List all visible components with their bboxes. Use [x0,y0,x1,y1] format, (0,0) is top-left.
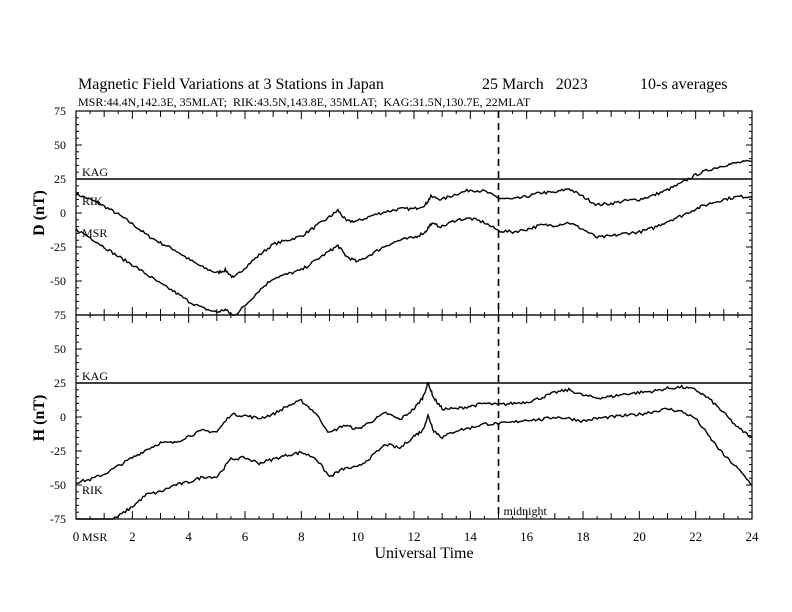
x-axis-label: Universal Time [374,545,473,562]
top-series-label-kag: KAG [82,165,108,179]
bottom-ytick-label: -75 [50,512,66,526]
bottom-ytick-label: 25 [54,376,66,390]
xtick-label: 12 [408,529,421,544]
bottom-ytick-label: -50 [50,478,66,492]
top-ylabel: D (nT) [31,190,48,236]
top-ytick-label: -25 [50,240,66,254]
d-component-panel: -50 -25 0 25 50 75 KAG RIK MSR [50,104,753,316]
xtick-label: 14 [464,529,478,544]
bottom-series-msr [76,407,753,520]
xtick-label: 22 [689,529,702,544]
bottom-ylabel: H (nT) [31,395,48,442]
bottom-ytick-label: 0 [60,410,66,424]
top-ytick-label: 50 [54,138,66,152]
xtick-label: 10 [351,529,364,544]
top-series-label-rik: RIK [82,194,103,208]
bottom-series-label-rik: RIK [82,483,103,497]
top-ytick-label: -50 [50,274,66,288]
top-ytick-label: 25 [54,172,66,186]
bottom-series-rik [75,381,753,485]
xtick-label: 16 [520,529,534,544]
chart-title: Magnetic Field Variations at 3 Stations … [78,76,384,93]
bottom-ytick-label: -25 [50,444,66,458]
top-ytick-label: 75 [54,104,66,118]
top-ytick-label: 0 [60,206,66,220]
bottom-series-label-kag: KAG [82,369,108,383]
chart-date: 25 March 2023 [482,76,588,93]
top-series-label-msr: MSR [82,226,107,240]
top-panel-frame [75,110,753,316]
xtick-label: 6 [242,529,249,544]
stations-info: MSR:44.4N,142.3E, 35MLAT; RIK:43.5N,143.… [78,95,531,109]
xtick-label: 2 [129,529,136,544]
top-series-msr [75,194,753,316]
bottom-ytick-label: 75 [54,308,66,322]
top-series-rik [75,159,753,279]
xtick-label: 4 [185,529,192,544]
bottom-panel-frame [75,314,753,520]
xtick-label: 8 [298,529,305,544]
chart-averaging: 10-s averages [640,76,728,93]
xtick-label: 24 [746,529,760,544]
xtick-label: 20 [633,529,646,544]
midnight-label: midnight [504,504,548,518]
xtick-label: 0 [73,529,80,544]
bottom-ytick-label: 50 [54,342,66,356]
xtick-label: 18 [577,529,590,544]
bottom-series-label-msr: MSR [82,530,107,544]
